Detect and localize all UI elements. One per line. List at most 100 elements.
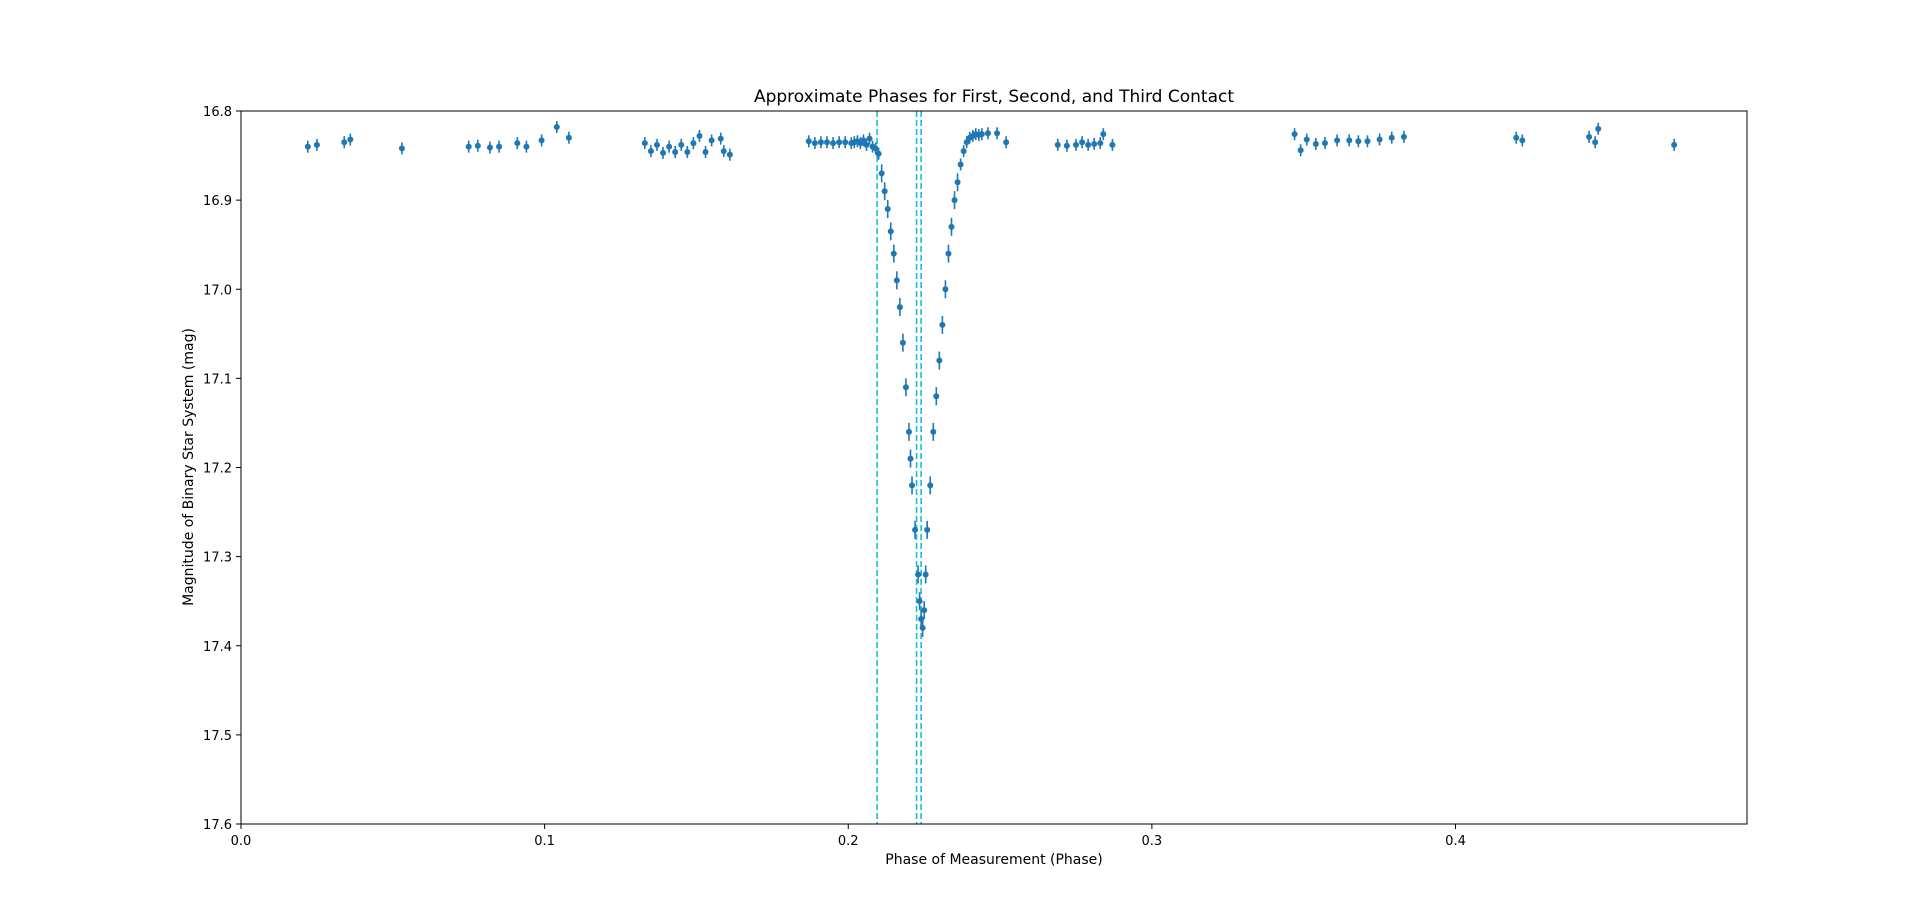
data-point xyxy=(486,141,493,154)
data-point xyxy=(653,138,660,151)
data-point xyxy=(720,145,727,158)
data-point xyxy=(830,137,837,150)
data-point xyxy=(398,142,405,155)
data-point xyxy=(1355,135,1362,148)
data-point xyxy=(905,422,912,441)
data-point xyxy=(313,138,320,151)
data-point xyxy=(1513,131,1520,144)
data-point xyxy=(641,137,648,150)
data-point xyxy=(1346,134,1353,147)
x-tick-label: 0.3 xyxy=(1142,834,1163,849)
data-point xyxy=(921,601,928,620)
x-tick-label: 0.0 xyxy=(231,834,252,849)
data-point xyxy=(465,140,472,153)
data-point xyxy=(912,520,919,539)
data-point xyxy=(660,146,667,159)
data-point xyxy=(954,173,961,192)
data-point xyxy=(933,387,940,406)
x-axis-label: Phase of Measurement (Phase) xyxy=(885,852,1103,868)
data-point xyxy=(717,132,724,145)
data-point xyxy=(565,131,572,144)
y-tick-label: 17.4 xyxy=(203,640,232,655)
data-point xyxy=(960,145,967,158)
y-tick-label: 17.6 xyxy=(203,818,232,833)
data-point xyxy=(942,280,949,299)
y-axis-label: Magnitude of Binary Star System (mag) xyxy=(181,328,197,606)
data-point xyxy=(1079,136,1086,149)
data-point xyxy=(875,147,882,160)
data-point xyxy=(1592,136,1599,149)
data-point xyxy=(957,158,964,171)
data-point xyxy=(890,244,897,263)
data-point xyxy=(939,315,946,334)
plot-frame xyxy=(240,110,1748,825)
data-point xyxy=(984,127,991,140)
y-tick-label: 17.1 xyxy=(203,372,232,387)
data-point xyxy=(1303,133,1310,146)
data-point xyxy=(893,271,900,290)
data-point xyxy=(916,592,923,611)
data-point xyxy=(824,136,831,149)
y-tick-label: 17.0 xyxy=(203,283,232,298)
data-point xyxy=(963,136,970,149)
y-tick-label: 16.8 xyxy=(203,105,232,120)
data-points xyxy=(304,121,1678,637)
data-point xyxy=(836,136,843,149)
data-point xyxy=(1100,128,1107,141)
x-tick-label: 0.4 xyxy=(1445,834,1466,849)
data-point xyxy=(702,145,709,158)
y-tick-label: 17.2 xyxy=(203,462,232,477)
data-point xyxy=(884,200,891,219)
data-point xyxy=(881,182,888,201)
data-point xyxy=(915,565,922,584)
data-point xyxy=(684,145,691,158)
data-point xyxy=(951,191,958,210)
data-point xyxy=(887,222,894,241)
data-point xyxy=(863,138,870,151)
data-point xyxy=(930,422,937,441)
data-point xyxy=(811,137,818,150)
data-point xyxy=(1297,144,1304,157)
data-point xyxy=(726,148,733,161)
data-point xyxy=(1671,138,1678,151)
data-point xyxy=(922,565,929,584)
data-point xyxy=(866,132,873,145)
y-tick-label: 16.9 xyxy=(203,194,232,209)
data-point xyxy=(1054,138,1061,151)
data-point xyxy=(902,378,909,397)
data-point xyxy=(1334,134,1341,147)
data-point xyxy=(647,145,654,158)
data-point xyxy=(978,128,985,141)
contact-lines xyxy=(876,111,922,824)
data-point xyxy=(1312,137,1319,150)
data-point xyxy=(907,449,914,468)
data-point xyxy=(817,136,824,149)
data-point xyxy=(872,142,879,155)
data-point xyxy=(304,140,311,153)
data-point xyxy=(1063,139,1070,152)
data-point xyxy=(927,476,934,495)
data-point xyxy=(672,145,679,158)
data-point xyxy=(347,133,354,146)
data-point xyxy=(708,134,715,147)
data-point xyxy=(1376,133,1383,146)
data-point xyxy=(1519,134,1526,147)
data-point xyxy=(553,121,560,134)
data-point xyxy=(878,164,885,183)
data-point xyxy=(1091,137,1098,150)
data-point xyxy=(860,134,867,147)
y-axis-ticks: 16.8 16.9 17.0 17.1 17.2 17.3 17.4 17.5 17.6 xyxy=(203,105,241,833)
data-point xyxy=(1321,137,1328,150)
data-point xyxy=(538,134,545,147)
data-point xyxy=(1291,128,1298,141)
data-point xyxy=(945,244,952,263)
data-point xyxy=(805,135,812,148)
data-point xyxy=(1388,131,1395,144)
data-point xyxy=(523,140,530,153)
x-axis-ticks: 0.0 0.1 0.2 0.3 0.4 xyxy=(231,824,1466,849)
data-point xyxy=(1085,138,1092,151)
data-point xyxy=(678,138,685,151)
data-point xyxy=(496,140,503,153)
x-tick-label: 0.2 xyxy=(838,834,859,849)
